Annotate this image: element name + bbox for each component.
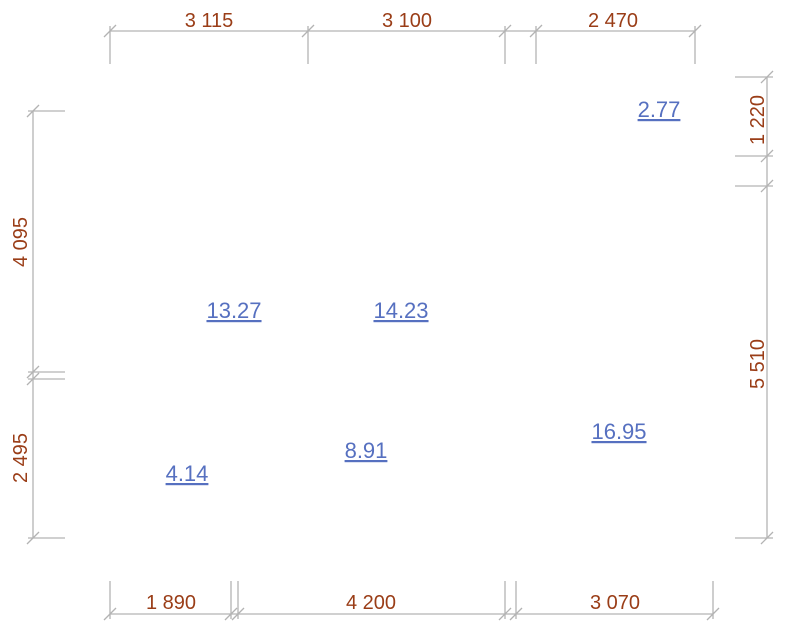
dimension-label-bottom-2: 4 200 bbox=[346, 592, 396, 614]
bottom-tick bbox=[103, 607, 117, 621]
room-area-labels: 13.27 14.23 2.77 4.14 8.91 16.95 bbox=[166, 97, 681, 486]
right-tick bbox=[760, 70, 774, 84]
top-dimension-chain: 3 115 3 100 2 470 bbox=[103, 10, 702, 64]
top-tick bbox=[688, 24, 702, 38]
top-tick bbox=[529, 24, 543, 38]
bottom-tick bbox=[231, 607, 245, 621]
right-tick bbox=[760, 179, 774, 193]
bottom-tick bbox=[224, 607, 238, 621]
bottom-tick bbox=[498, 607, 512, 621]
room-area-label-3[interactable]: 2.77 bbox=[638, 97, 681, 122]
left-dimension-chain: 4 095 2 495 bbox=[10, 104, 65, 545]
right-tick bbox=[760, 149, 774, 163]
bottom-tick bbox=[706, 607, 720, 621]
dimension-label-top-2: 3 100 bbox=[382, 10, 432, 32]
dimension-label-bottom-1: 1 890 bbox=[146, 592, 196, 614]
left-tick bbox=[26, 531, 40, 545]
right-tick bbox=[760, 531, 774, 545]
room-area-label-2[interactable]: 14.23 bbox=[373, 298, 428, 323]
top-tick bbox=[103, 24, 117, 38]
room-area-label-4[interactable]: 4.14 bbox=[166, 461, 209, 486]
room-area-label-1[interactable]: 13.27 bbox=[206, 298, 261, 323]
bottom-dimension-chain: 1 890 4 200 3 070 bbox=[103, 581, 720, 621]
dimension-label-bottom-3: 3 070 bbox=[590, 592, 640, 614]
left-tick bbox=[26, 372, 40, 386]
top-tick bbox=[301, 24, 315, 38]
dimension-label-right-1: 1 220 bbox=[747, 95, 769, 145]
right-dimension-chain: 1 220 5 510 bbox=[735, 70, 774, 545]
left-tick bbox=[26, 365, 40, 379]
room-area-label-5[interactable]: 8.91 bbox=[345, 438, 388, 463]
dimension-label-left-2: 2 495 bbox=[10, 433, 32, 483]
dimension-label-left-1: 4 095 bbox=[10, 217, 32, 267]
room-area-label-6[interactable]: 16.95 bbox=[591, 419, 646, 444]
dimension-label-top-1: 3 115 bbox=[185, 10, 234, 32]
dimension-label-right-2: 5 510 bbox=[747, 339, 769, 389]
top-tick bbox=[498, 24, 512, 38]
bottom-tick bbox=[509, 607, 523, 621]
dimension-label-top-3: 2 470 bbox=[588, 10, 638, 32]
left-tick bbox=[26, 104, 40, 118]
